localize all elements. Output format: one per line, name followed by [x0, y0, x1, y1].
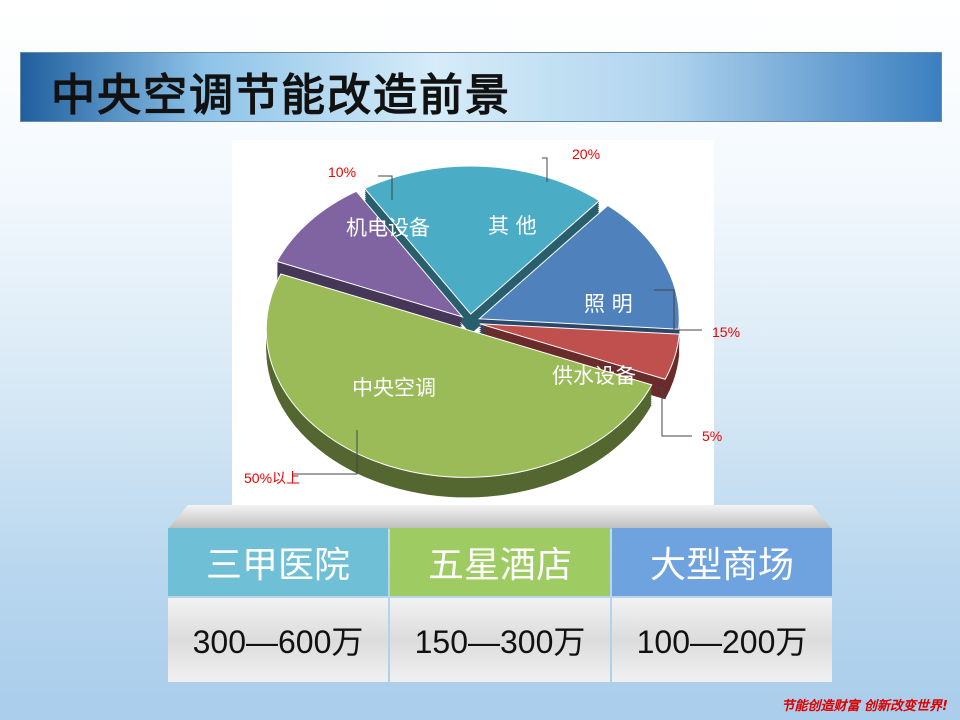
leader-line: [292, 430, 358, 475]
table-column-hospital: 三甲医院 300—600万: [168, 528, 388, 682]
slice-label-water: 供水设备: [552, 364, 636, 388]
pct-label-hvac: 50%以上: [244, 470, 301, 486]
leader-line: [656, 387, 692, 437]
column-value: 100—200万: [612, 598, 832, 682]
page-title: 中央空调节能改造前景: [51, 70, 511, 121]
title-banner: 中央空调节能改造前景: [20, 52, 942, 122]
leader-line: [654, 289, 702, 331]
pie-slice: [276, 190, 464, 318]
table-column-mall: 大型商场 100—200万: [612, 528, 832, 682]
table-column-hotel: 五星酒店 150—300万: [390, 528, 610, 682]
pie-slice: [363, 165, 601, 315]
column-header: 大型商场: [612, 528, 832, 596]
pie-slice: [479, 323, 680, 380]
slice-label-lighting: 照 明: [584, 292, 633, 316]
pie-svg: [265, 157, 702, 498]
column-value: 150—300万: [390, 598, 610, 682]
column-header: 三甲医院: [168, 528, 388, 596]
slice-label-hvac: 中央空调: [352, 376, 436, 400]
column-header: 五星酒店: [390, 528, 610, 596]
slice-label-mech: 机电设备: [346, 216, 430, 240]
column-value: 300—600万: [168, 598, 388, 682]
pct-label-water: 5%: [702, 428, 723, 444]
slice-label-other: 其 他: [488, 214, 537, 238]
pct-label-mech: 10%: [328, 164, 357, 180]
table-roof: [168, 505, 832, 529]
pct-label-other: 20%: [572, 146, 601, 162]
pct-label-lighting: 15%: [712, 324, 741, 340]
slogan: 节能创造财富 创新改变世界!: [781, 699, 948, 714]
pie-slice: [477, 204, 680, 330]
leader-line: [542, 157, 548, 182]
pie-slice: [265, 273, 653, 478]
leader-line: [378, 175, 393, 200]
pie-chart: 20% 15% 5% 50%以上 10% 其 他 照 明 供水设备 中央空调 机…: [232, 140, 740, 506]
